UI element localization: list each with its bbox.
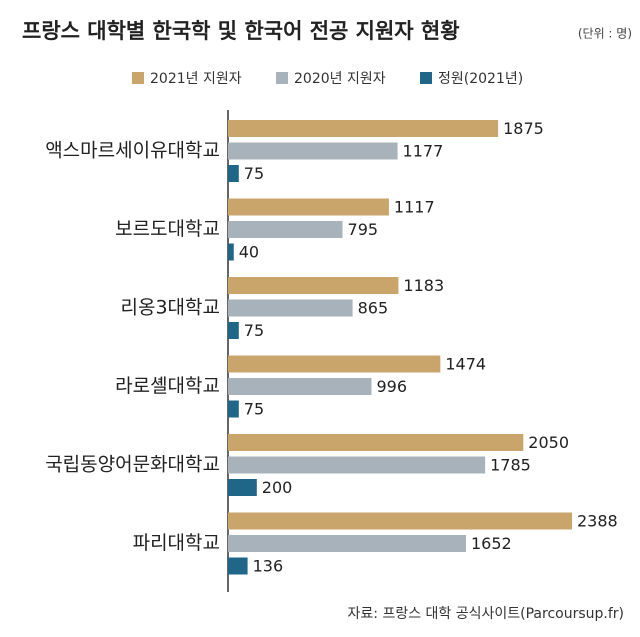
bar xyxy=(228,456,486,474)
bar xyxy=(228,243,234,261)
unit-note: (단위 : 명) xyxy=(578,27,632,41)
category-label: 국립동양어문화대학교 xyxy=(45,454,220,476)
category-label: 리옹3대학교 xyxy=(121,297,221,319)
value-label: 75 xyxy=(244,164,264,183)
legend-swatch xyxy=(276,72,288,84)
legend-swatch xyxy=(132,72,144,84)
value-label: 75 xyxy=(244,321,264,340)
value-label: 996 xyxy=(376,377,407,396)
value-label: 200 xyxy=(262,478,293,497)
bar xyxy=(228,434,524,451)
value-label: 1474 xyxy=(445,355,486,374)
bar xyxy=(228,535,466,552)
value-label: 40 xyxy=(239,243,259,262)
bar xyxy=(228,400,239,418)
value-label: 1183 xyxy=(403,276,444,295)
category-label: 액스마르세이유대학교 xyxy=(45,140,220,162)
bar xyxy=(228,512,572,530)
bar xyxy=(228,120,499,137)
value-label: 136 xyxy=(253,557,284,576)
bar xyxy=(228,165,239,182)
value-label: 2388 xyxy=(577,512,618,531)
value-label: 75 xyxy=(244,400,264,419)
category-label: 보르도대학교 xyxy=(115,218,220,240)
bar xyxy=(228,355,441,373)
bar xyxy=(228,378,372,395)
value-label: 1785 xyxy=(490,456,531,475)
value-label: 1177 xyxy=(403,142,444,161)
legend-label: 2020년 지원자 xyxy=(294,71,386,87)
legend-swatch xyxy=(420,72,432,84)
bar xyxy=(228,221,343,238)
bar xyxy=(228,277,399,294)
source-note: 자료: 프랑스 대학 공식사이트(Parcoursup.fr) xyxy=(348,606,624,622)
value-label: 1652 xyxy=(471,534,512,553)
value-label: 865 xyxy=(358,299,389,318)
bar xyxy=(228,322,239,339)
category-label: 파리대학교 xyxy=(133,532,220,554)
chart-title: 프랑스 대학별 한국학 및 한국어 전공 지원자 현황 xyxy=(22,19,460,43)
legend-label: 정원(2021년) xyxy=(438,71,523,87)
value-label: 2050 xyxy=(528,433,569,452)
bar xyxy=(228,299,353,317)
bar xyxy=(228,557,248,575)
value-label: 1117 xyxy=(394,198,435,217)
legend-label: 2021년 지원자 xyxy=(150,71,242,87)
value-label: 795 xyxy=(348,220,379,239)
bar xyxy=(228,479,257,496)
bar xyxy=(228,142,398,160)
bar xyxy=(228,198,389,216)
value-label: 1875 xyxy=(503,119,544,138)
category-label: 라로셸대학교 xyxy=(115,375,220,397)
